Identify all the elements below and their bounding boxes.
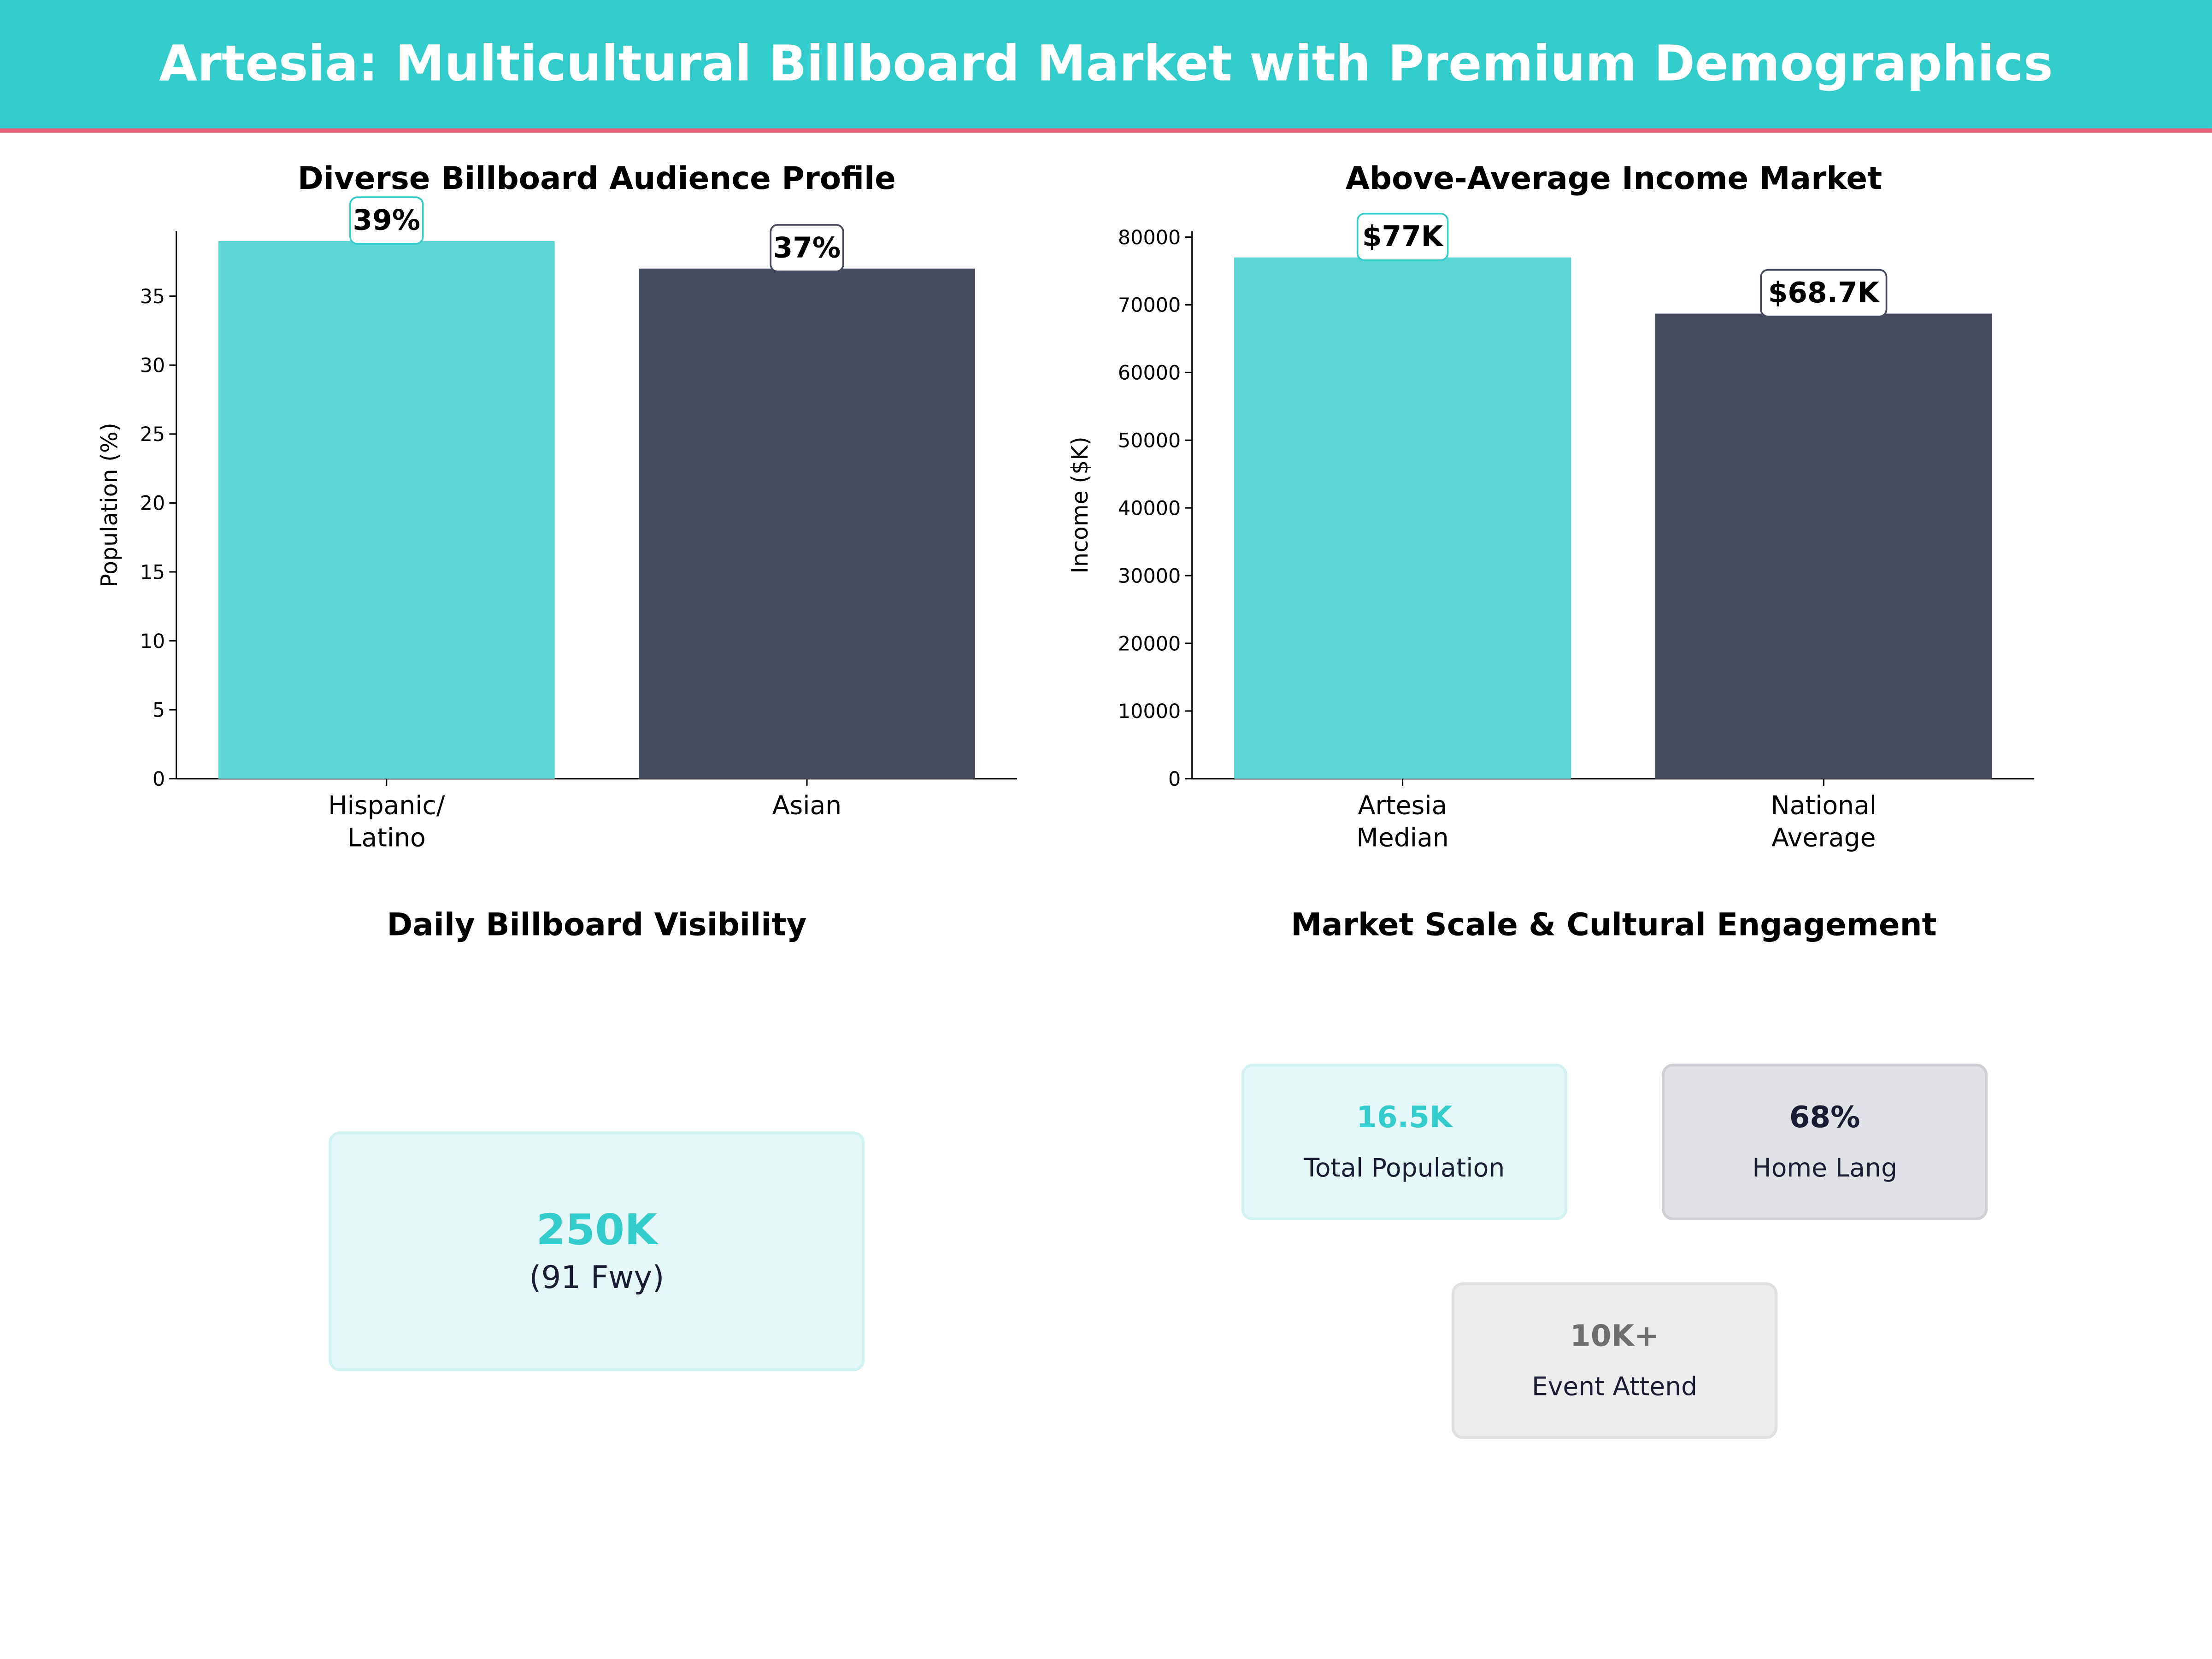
y-tick-label: 30000 <box>1118 565 1181 588</box>
card-label: Event Attend <box>1531 1372 1698 1402</box>
card-value: 16.5K <box>1356 1100 1453 1135</box>
data-label: $68.7K <box>1768 276 1881 309</box>
x-tick-label: Median <box>1356 823 1448 853</box>
y-axis-label: Population (%) <box>96 423 123 588</box>
y-tick-label: 30 <box>140 354 165 377</box>
chart-title-audience: Diverse Billboard Audience Profile <box>297 162 896 198</box>
y-axis-label: Income ($K) <box>1067 436 1093 573</box>
bar <box>1655 313 1992 779</box>
card-label: Home Lang <box>1752 1154 1897 1184</box>
y-tick-label: 50000 <box>1118 429 1181 453</box>
card-event-attend: 10K+ Event Attend <box>1451 1282 1778 1439</box>
x-tick-label: Asian <box>772 790 841 820</box>
card-total-population: 16.5K Total Population <box>1241 1064 1567 1220</box>
x-tick-label: Average <box>1771 823 1876 853</box>
y-tick-label: 0 <box>1168 768 1181 791</box>
y-tick-label: 35 <box>140 285 165 308</box>
y-tick-label: 80000 <box>1118 226 1181 249</box>
card-home-lang: 68% Home Lang <box>1662 1064 1988 1220</box>
y-tick-label: 15 <box>140 561 165 584</box>
y-tick-label: 0 <box>153 768 165 791</box>
bar-charts: 0 5 10 15 20 25 30 35 Population (%) Hispanic/Lat… <box>96 196 2035 853</box>
y-tick-label: 20 <box>140 492 165 515</box>
card-value: 68% <box>1789 1100 1860 1135</box>
x-tick-label: National <box>1771 790 1877 820</box>
visibility-title: Daily Billboard Visibility <box>387 908 807 944</box>
y-tick-label: 10 <box>140 630 165 653</box>
data-label: 39% <box>353 204 421 236</box>
x-tick-label: Latino <box>347 823 426 853</box>
data-label-box <box>349 196 424 245</box>
y-tick-label: 60000 <box>1118 362 1181 385</box>
page-title: Artesia: Multicultural Billboard Market … <box>159 36 2053 93</box>
bar <box>639 268 975 779</box>
data-label-box <box>1356 212 1449 261</box>
y-tick-label: 40000 <box>1118 497 1181 520</box>
y-tick-label: 10000 <box>1118 700 1181 723</box>
card-value: 10K+ <box>1570 1319 1659 1353</box>
visibility-value: 250K <box>536 1206 658 1256</box>
y-tick-label: 25 <box>140 423 165 446</box>
y-tick-label: 70000 <box>1118 294 1181 317</box>
x-tick-label: Artesia <box>1358 790 1447 820</box>
visibility-card: 250K (91 Fwy) <box>329 1131 865 1371</box>
header-banner: Artesia: Multicultural Billboard Market … <box>0 0 2212 133</box>
visibility-sub: (91 Fwy) <box>529 1261 665 1297</box>
engagement-title: Market Scale & Cultural Engagement <box>1291 908 1937 944</box>
chart-title-income: Above-Average Income Market <box>1345 162 1883 198</box>
data-label-box <box>770 224 844 272</box>
y-tick-label: 20000 <box>1118 632 1181 655</box>
card-label: Total Population <box>1304 1154 1505 1184</box>
data-label-box <box>1760 269 1888 318</box>
x-tick-label: Hispanic/ <box>328 790 445 820</box>
bar <box>1234 257 1571 779</box>
y-tick-label: 5 <box>153 699 165 722</box>
data-label: 37% <box>773 231 841 264</box>
bar <box>218 241 555 779</box>
data-label: $77K <box>1362 220 1444 253</box>
